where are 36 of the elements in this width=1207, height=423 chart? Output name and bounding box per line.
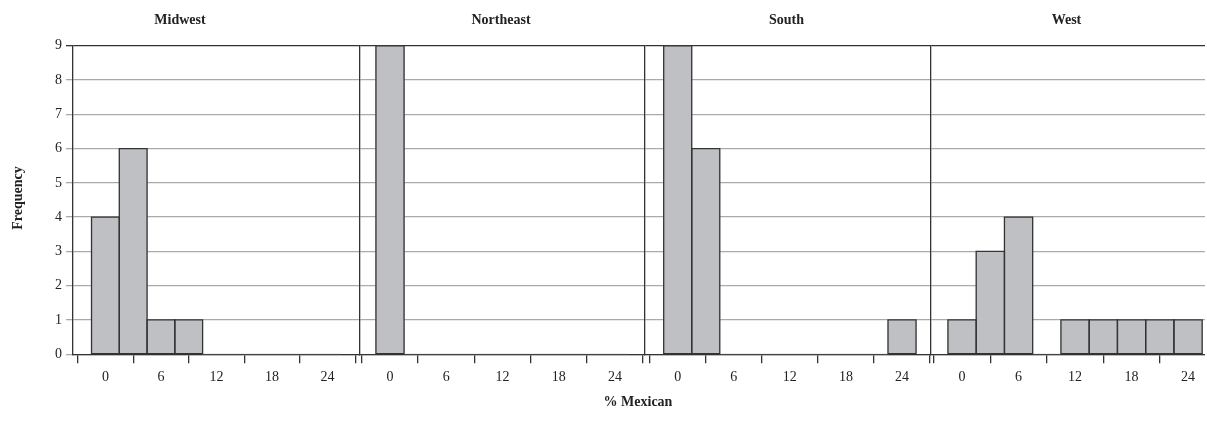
x-tick-label: 6	[442, 369, 450, 385]
x-tick-label: 18	[838, 369, 853, 385]
x-tick-label: 12	[495, 369, 510, 385]
x-tick-label: 24	[608, 369, 622, 385]
x-tick-label: 12	[209, 369, 224, 385]
chart-title: South	[768, 12, 805, 28]
x-tick-label: 12	[1068, 369, 1083, 385]
x-tick-label: 24	[320, 369, 335, 385]
x-tick-label: 12	[782, 369, 797, 385]
y-tick-label: 2	[55, 277, 62, 293]
x-tick-label: 24	[1181, 369, 1196, 385]
y-axis-title: Frequency	[10, 165, 26, 232]
x-tick-label: 6	[730, 369, 738, 385]
x-tick-label: 0	[674, 369, 682, 385]
y-tick-label: 8	[55, 71, 62, 87]
chart-title: West	[1051, 12, 1082, 28]
chart-title: Midwest	[154, 12, 206, 28]
x-tick-label: 18	[1124, 369, 1139, 385]
x-tick-label: 0	[101, 369, 109, 385]
x-tick-label: 6	[157, 369, 165, 385]
y-tick-label: 0	[55, 345, 62, 361]
y-tick-label: 9	[55, 37, 62, 53]
y-tick-label: 5	[55, 174, 62, 190]
y-tick-label: 1	[55, 311, 62, 327]
chart-title: Northeast	[471, 12, 531, 28]
x-tick-label: 18	[265, 369, 280, 385]
y-tick-label: 4	[55, 208, 62, 224]
y-tick-label: 6	[55, 140, 62, 156]
x-tick-label: 0	[386, 369, 394, 385]
x-tick-label: 18	[551, 369, 566, 385]
x-axis-title: % Mexican	[602, 394, 674, 410]
x-tick-label: 0	[958, 369, 966, 385]
x-tick-label: 24	[895, 369, 910, 385]
x-tick-label: 6	[1015, 369, 1023, 385]
y-tick-label: 3	[55, 243, 62, 259]
y-tick-label: 7	[55, 106, 62, 122]
